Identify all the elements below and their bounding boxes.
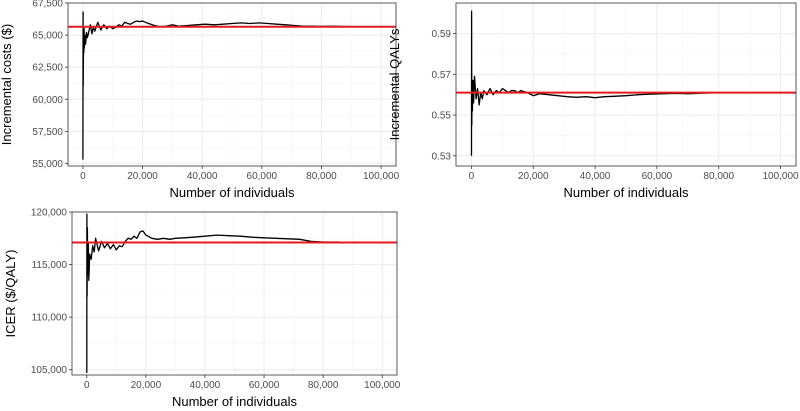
x-tick-label: 60,000 [247, 171, 278, 182]
y-tick-label: 55,000 [32, 159, 63, 170]
x-tick-label: 60,000 [249, 380, 280, 391]
x-tick-label: 100,000 [762, 171, 799, 182]
panel-border [67, 2, 397, 167]
y-tick-label: 110,000 [32, 313, 68, 324]
x-tick-label: 20,000 [131, 380, 162, 391]
x-tick-label: 40,000 [187, 171, 218, 182]
x-tick-label: 20,000 [518, 171, 549, 182]
x-tick-label: 100,000 [364, 380, 401, 391]
x-tick-label: 0 [469, 171, 475, 182]
x-axis-title: Number of individuals [172, 394, 298, 409]
y-tick-label: 67,500 [32, 0, 63, 10]
y-tick-label: 60,000 [32, 95, 63, 106]
y-tick-label: 115,000 [32, 260, 68, 271]
panel-incremental-qalys: 0 20,000 40,000 60,000 80,000 100,000 0.53 0.55… [387, 2, 799, 200]
y-axis-title: ICER ($/QALY) [3, 250, 18, 338]
panel-border [71, 211, 398, 376]
x-tick-label: 20,000 [127, 171, 158, 182]
y-tick-label: 65,000 [32, 31, 63, 42]
panel-icer: 0 20,000 40,000 60,000 80,000 100,000 105,000 1… [3, 208, 401, 410]
series-line-icer [86, 213, 383, 373]
x-axis-title: Number of individuals [169, 185, 295, 200]
y-axis-title: Incremental costs ($) [0, 24, 14, 145]
y-tick-label: 120,000 [31, 208, 68, 219]
y-tick-label: 0.55 [432, 111, 452, 122]
x-tick-label: 80,000 [308, 380, 339, 391]
x-tick-label: 40,000 [580, 171, 611, 182]
y-tick-label: 0.53 [432, 151, 452, 162]
x-tick-label: 80,000 [703, 171, 734, 182]
x-tick-label: 80,000 [306, 171, 337, 182]
x-tick-label: 60,000 [642, 171, 673, 182]
y-tick-label: 62,500 [32, 63, 63, 74]
y-tick-label: 0.59 [432, 29, 452, 40]
y-tick-label: 0.57 [432, 70, 452, 81]
panel-border [455, 2, 797, 167]
y-axis-title: Incremental QALYs [387, 28, 402, 140]
x-axis-title: Number of individuals [563, 185, 689, 200]
y-tick-label: 57,500 [32, 127, 63, 138]
x-tick-label: 0 [80, 171, 86, 182]
x-tick-label: 0 [84, 380, 90, 391]
x-tick-label: 40,000 [190, 380, 221, 391]
series-line-incremental-costs [82, 11, 382, 160]
x-tick-label: 100,000 [363, 171, 400, 182]
y-tick-label: 105,000 [31, 365, 68, 376]
panel-incremental-costs: 0 20,000 40,000 60,000 80,000 100,000 55,000 57… [0, 0, 400, 200]
